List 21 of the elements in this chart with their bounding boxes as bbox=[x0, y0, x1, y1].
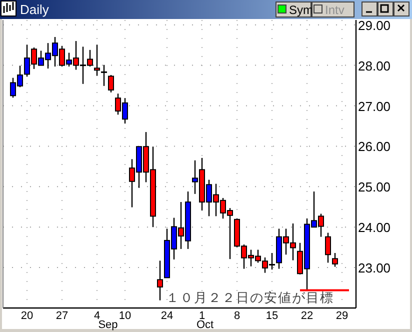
text: Sep bbox=[98, 319, 118, 331]
y-tick-label: 24.00 bbox=[358, 220, 391, 236]
x-tick-label: 4 bbox=[94, 310, 100, 322]
x-tick-label: 8 bbox=[234, 310, 240, 322]
text: Intv bbox=[325, 3, 344, 17]
y-tick-label: 28.00 bbox=[358, 58, 391, 74]
y-tick-label: 25.00 bbox=[358, 180, 391, 195]
x-tick-label: 10 bbox=[118, 310, 132, 322]
x-tick-label: 29 bbox=[336, 310, 348, 322]
x-tick-label: 20 bbox=[20, 310, 34, 322]
y-tick-label: 27.00 bbox=[358, 98, 391, 114]
text: Oct bbox=[196, 319, 214, 331]
chart-title: Daily bbox=[20, 2, 50, 17]
x-tick-label: 15 bbox=[266, 310, 278, 322]
x-tick-label: 22 bbox=[300, 310, 314, 322]
annotation: １０月２２日の安値が目標 bbox=[166, 290, 334, 305]
y-tick-label: 29.00 bbox=[358, 18, 391, 33]
x-tick-label: 27 bbox=[56, 310, 68, 322]
y-tick-label: 23.00 bbox=[358, 260, 391, 276]
y-tick-label: 26.00 bbox=[358, 139, 391, 154]
x-tick-label: 24 bbox=[160, 310, 174, 322]
